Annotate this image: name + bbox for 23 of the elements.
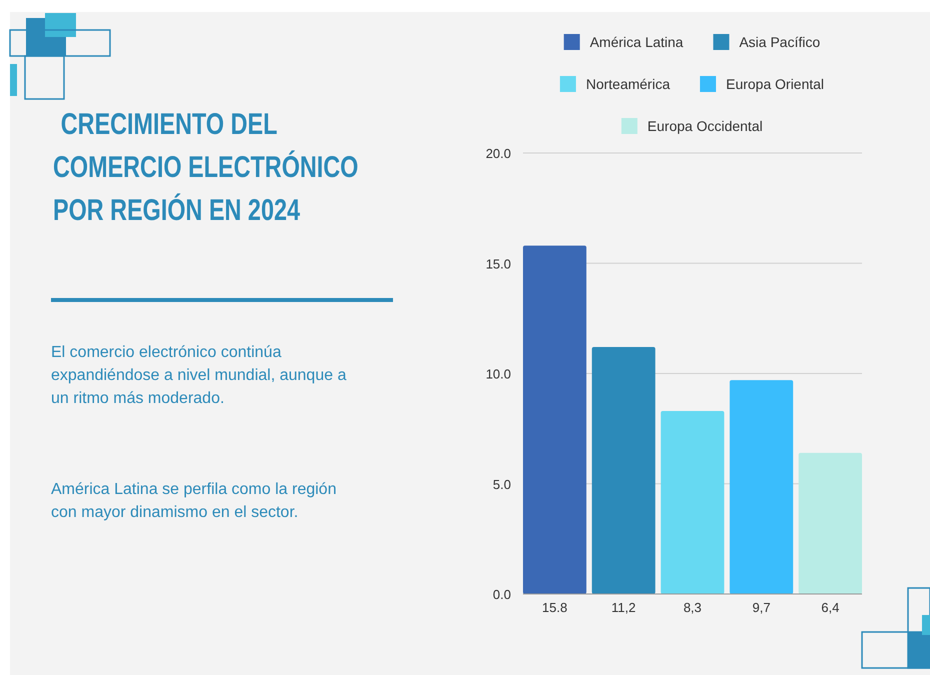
- legend-label: Europa Oriental: [726, 76, 824, 92]
- data-label: 9,7: [752, 600, 770, 615]
- legend-label: Norteamérica: [586, 76, 670, 92]
- bar: [798, 452, 862, 594]
- y-tick-label: 10.0: [486, 366, 511, 382]
- data-label: 6,4: [821, 600, 840, 615]
- y-tick-label: 20.0: [486, 146, 511, 161]
- text: El comercio electrónico continúa expandiéndose a nivel mundial, aunque a un ritmo más moderado.: [51, 344, 346, 407]
- text: CRECIMIENTO DEL COMERCIO ELECTRÓNICO POR REGIÓN EN 2024: [53, 107, 358, 227]
- text: América Latina se perfila como la región con mayor dinamismo en el sector.: [51, 481, 336, 521]
- data-label: 15.8: [542, 600, 568, 615]
- bar: [592, 347, 656, 594]
- legend-label: América Latina: [590, 34, 684, 50]
- bar: [523, 246, 586, 594]
- bar: [660, 410, 724, 594]
- data-label: 8,3: [683, 600, 702, 615]
- y-tick-label: 0.0: [492, 587, 511, 602]
- data-label: 11,2: [611, 600, 636, 615]
- bar: [730, 380, 794, 594]
- y-tick-label: 5.0: [492, 476, 511, 492]
- legend-label: Asia Pacífico: [739, 34, 820, 50]
- legend-label: Europa Occidental: [647, 118, 763, 134]
- y-tick-label: 15.0: [486, 256, 511, 272]
